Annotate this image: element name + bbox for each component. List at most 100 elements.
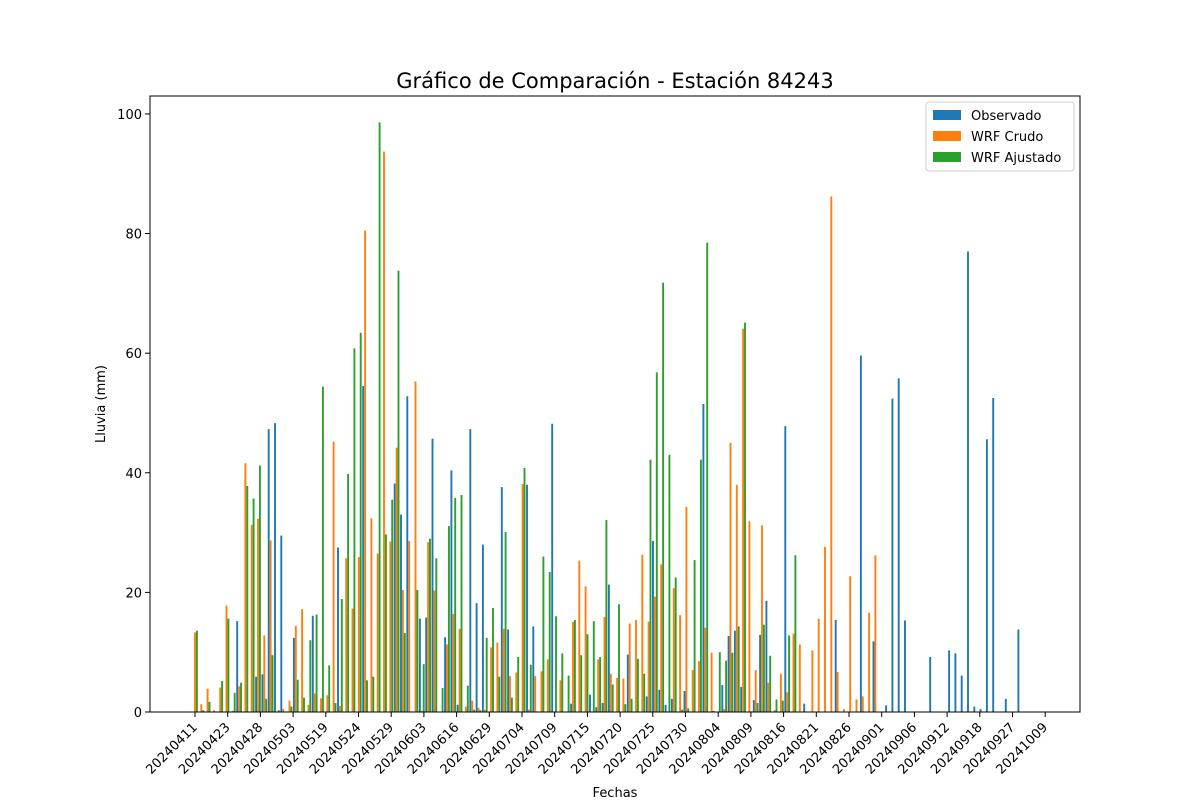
bar-wrf-ajustado-90 bbox=[762, 624, 765, 712]
bar-wrf-ajustado-77 bbox=[681, 709, 683, 712]
bar-wrf-crudo-64 bbox=[597, 659, 600, 712]
bar-wrf-crudo-80 bbox=[698, 661, 700, 712]
bar-wrf-crudo-12 bbox=[269, 540, 272, 712]
x-axis: 2024041120240423202404282024050320240519… bbox=[143, 712, 1051, 778]
bar-wrf-ajustado-69 bbox=[630, 698, 633, 712]
bar-observado-117 bbox=[929, 656, 932, 712]
bar-wrf-ajustado-91 bbox=[769, 655, 772, 712]
bar-observado-108 bbox=[872, 641, 875, 712]
bar-wrf-ajustado-84 bbox=[725, 660, 728, 712]
bar-wrf-crudo-98 bbox=[811, 650, 814, 712]
bar-wrf-ajustado-35 bbox=[416, 590, 419, 712]
bar-wrf-ajustado-73 bbox=[655, 372, 658, 712]
bar-wrf-crudo-101 bbox=[830, 196, 833, 713]
bar-wrf-crudo-45 bbox=[477, 707, 480, 712]
bar-wrf-crudo-8 bbox=[244, 463, 247, 712]
bar-wrf-ajustado-92 bbox=[775, 699, 778, 712]
bar-wrf-crudo-27 bbox=[364, 230, 367, 712]
bar-wrf-crudo-67 bbox=[616, 677, 619, 712]
bar-wrf-crudo-58 bbox=[559, 680, 562, 712]
bar-wrf-crudo-42 bbox=[458, 628, 461, 712]
bar-wrf-crudo-89 bbox=[754, 670, 757, 712]
y-axis-label: Lluvia (mm) bbox=[94, 365, 109, 443]
bar-observado-110 bbox=[885, 705, 888, 712]
bar-observado-87 bbox=[740, 686, 743, 712]
bar-wrf-ajustado-85 bbox=[731, 652, 734, 712]
bar-observado-113 bbox=[904, 620, 906, 712]
bar-observado-14 bbox=[280, 535, 283, 712]
bar-wrf-ajustado-42 bbox=[460, 494, 463, 712]
bar-observado-49 bbox=[500, 487, 503, 712]
bar-wrf-crudo-37 bbox=[427, 542, 430, 712]
bar-wrf-ajustado-5 bbox=[227, 618, 230, 712]
bar-wrf-ajustado-56 bbox=[548, 572, 551, 712]
bar-wrf-ajustado-4 bbox=[221, 680, 224, 712]
bar-wrf-crudo-14 bbox=[282, 709, 285, 712]
bar-wrf-ajustado-44 bbox=[473, 709, 476, 712]
bar-wrf-ajustado-95 bbox=[794, 555, 797, 712]
bar-wrf-ajustado-82 bbox=[712, 710, 715, 712]
bar-wrf-crudo-48 bbox=[496, 642, 499, 712]
bar-wrf-ajustado-36 bbox=[422, 664, 425, 712]
y-tick-label-100: 100 bbox=[117, 108, 142, 123]
bar-wrf-ajustado-59 bbox=[567, 675, 570, 712]
bar-observado-112 bbox=[897, 378, 900, 712]
bar-observado-42 bbox=[456, 704, 459, 712]
x-axis-label: Fechas bbox=[593, 786, 638, 800]
bar-wrf-crudo-18 bbox=[307, 704, 310, 712]
bar-wrf-crudo-15 bbox=[288, 700, 291, 712]
bar-wrf-ajustado-12 bbox=[271, 655, 274, 712]
bar-wrf-ajustado-71 bbox=[643, 673, 646, 712]
bar-wrf-crudo-20 bbox=[320, 698, 322, 712]
bar-observado-50 bbox=[507, 629, 510, 712]
bar-wrf-crudo-90 bbox=[761, 525, 763, 712]
bar-wrf-crudo-56 bbox=[546, 659, 549, 712]
bar-wrf-crudo-3 bbox=[212, 710, 215, 712]
bar-observado-89 bbox=[752, 700, 755, 712]
bar-observado-74 bbox=[658, 689, 661, 712]
bar-wrf-ajustado-65 bbox=[605, 520, 608, 712]
bar-wrf-crudo-95 bbox=[792, 633, 795, 712]
bar-observado-81 bbox=[702, 404, 705, 712]
bar-wrf-crudo-81 bbox=[704, 627, 707, 712]
bar-wrf-ajustado-49 bbox=[504, 531, 507, 712]
bar-wrf-crudo-106 bbox=[861, 696, 864, 712]
bar-observado-125 bbox=[979, 709, 982, 712]
bar-wrf-crudo-100 bbox=[824, 546, 826, 712]
bar-wrf-ajustado-41 bbox=[454, 497, 457, 712]
bar-wrf-crudo-94 bbox=[786, 692, 789, 712]
bar-wrf-ajustado-26 bbox=[359, 332, 362, 712]
bar-wrf-crudo-31 bbox=[389, 541, 392, 712]
bar-wrf-ajustado-45 bbox=[479, 710, 482, 712]
bar-wrf-crudo-88 bbox=[748, 521, 751, 712]
bar-wrf-ajustado-52 bbox=[523, 467, 526, 712]
bar-wrf-ajustado-51 bbox=[517, 656, 520, 712]
bar-observado-69 bbox=[626, 654, 629, 712]
bar-wrf-crudo-73 bbox=[653, 596, 656, 712]
bar-wrf-ajustado-46 bbox=[485, 637, 488, 712]
bar-wrf-crudo-72 bbox=[647, 621, 650, 712]
bar-wrf-ajustado-29 bbox=[378, 122, 381, 712]
bar-observado-34 bbox=[406, 396, 409, 712]
legend-label-wrf-crudo: WRF Crudo bbox=[971, 130, 1043, 145]
bar-wrf-crudo-21 bbox=[326, 695, 329, 712]
bar-wrf-ajustado-33 bbox=[403, 633, 406, 712]
bar-observado-40 bbox=[444, 637, 447, 712]
bar-wrf-ajustado-53 bbox=[529, 664, 532, 712]
bar-wrf-ajustado-64 bbox=[599, 656, 602, 712]
bar-observado-122 bbox=[960, 675, 963, 712]
bar-wrf-crudo-79 bbox=[691, 670, 694, 712]
bar-wrf-crudo-50 bbox=[509, 676, 511, 712]
bar-wrf-ajustado-58 bbox=[561, 653, 564, 712]
bar-observado-131 bbox=[1017, 629, 1020, 712]
bar-wrf-crudo-69 bbox=[628, 623, 631, 712]
bar-observado-94 bbox=[784, 426, 787, 712]
y-tick-label-20: 20 bbox=[125, 586, 142, 601]
chart-title: Gráfico de Comparación - Estación 84243 bbox=[396, 69, 833, 93]
bar-wrf-crudo-28 bbox=[370, 518, 373, 712]
bar-wrf-crudo-44 bbox=[471, 700, 474, 712]
bar-wrf-ajustado-43 bbox=[466, 685, 469, 712]
bar-wrf-ajustado-32 bbox=[397, 270, 400, 712]
bar-observado-102 bbox=[834, 619, 837, 712]
bar-wrf-ajustado-76 bbox=[674, 577, 677, 712]
